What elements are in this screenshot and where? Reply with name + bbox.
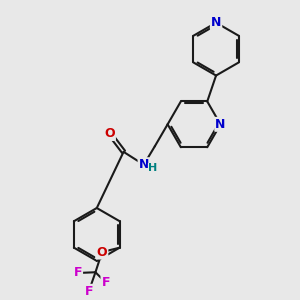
Text: F: F: [85, 285, 93, 298]
Text: H: H: [148, 164, 158, 173]
Text: O: O: [104, 127, 115, 140]
Text: N: N: [211, 16, 221, 29]
Text: F: F: [74, 266, 82, 280]
Text: N: N: [215, 118, 226, 131]
Text: N: N: [139, 158, 149, 171]
Text: F: F: [101, 276, 110, 289]
Text: O: O: [97, 246, 107, 259]
